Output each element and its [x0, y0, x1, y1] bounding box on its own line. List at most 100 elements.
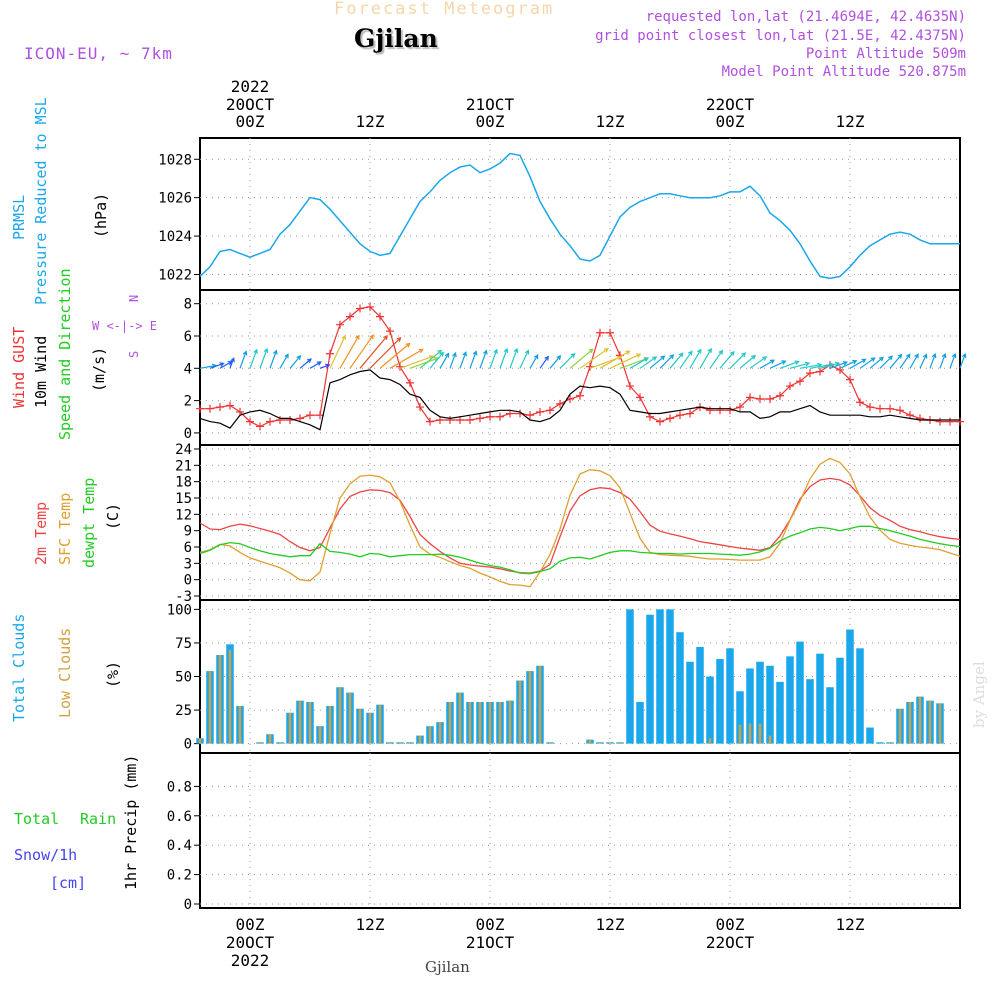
gust-point: [676, 411, 684, 420]
wind-arrowhead: [396, 336, 402, 342]
gust-point: [786, 382, 794, 391]
ytick-label-pressure: 1026: [158, 191, 192, 207]
low-cloud-bar: [308, 702, 312, 744]
wind-arrow: [739, 355, 756, 369]
gust-point: [496, 412, 504, 421]
wind-arrowhead: [273, 349, 278, 355]
low-cloud-bar: [228, 649, 232, 744]
top-date-label: 21OCT: [466, 95, 515, 114]
panel-frame-wind: [199, 289, 961, 446]
wind-arrowhead: [805, 361, 811, 367]
ytick-label-clouds: 25: [175, 703, 192, 719]
low-cloud-bar: [888, 742, 892, 744]
low-cloud-bar: [468, 702, 472, 744]
wind-arrowhead: [444, 352, 450, 358]
wind-arrow: [629, 357, 649, 369]
gust-point: [216, 403, 224, 412]
gust-point: [666, 414, 674, 423]
wind-arrowhead: [483, 349, 488, 355]
gust-point: [776, 391, 784, 400]
gust-point: [956, 417, 964, 426]
gust-point: [766, 395, 774, 403]
wind-arrow: [899, 354, 911, 369]
low-cloud-bar: [748, 723, 752, 744]
ytick-label-clouds: 75: [175, 636, 192, 652]
location-title: Gjilan: [354, 24, 438, 53]
ytick-label-temperature: 15: [175, 491, 192, 507]
low-cloud-bar: [598, 742, 602, 744]
wind-arrowhead: [341, 334, 347, 340]
wind-arrowhead: [870, 357, 876, 362]
total-cloud-bar: [636, 702, 644, 744]
wind-arrow: [829, 361, 848, 369]
gust-point: [856, 398, 864, 407]
ytick-label-clouds: 100: [167, 602, 192, 618]
low-cloud-bar: [338, 687, 342, 744]
cloud-unit: (%): [104, 661, 122, 688]
top-hour-label: 12Z: [836, 112, 865, 131]
bottom-date-label: 20OCT: [226, 933, 275, 952]
wind-arrow: [639, 356, 657, 369]
precip-label-rain: Rain: [80, 810, 116, 828]
model-altitude: Model Point Altitude 520.875m: [721, 64, 966, 80]
temp-unit: (C): [104, 503, 122, 530]
wind-arrow: [199, 364, 216, 369]
wind-arrowhead: [905, 353, 911, 359]
wind-arrow: [349, 334, 374, 369]
wind-arrow: [579, 348, 609, 369]
wind-arrowhead: [524, 349, 530, 355]
wind-arrow: [549, 355, 561, 369]
gust-point: [446, 416, 454, 424]
total-cloud-bar: [656, 609, 664, 744]
wind-arrowhead: [437, 349, 443, 355]
total-cloud-bar: [786, 656, 794, 744]
wind-arrowhead: [888, 355, 893, 361]
wind-arrow: [359, 335, 388, 369]
gust-point: [756, 395, 764, 403]
low-cloud-bar: [208, 671, 212, 744]
gust-point: [636, 393, 644, 402]
gust-point: [796, 377, 804, 386]
wind-arrowhead: [762, 356, 768, 361]
bottom-date-label: 22OCT: [706, 933, 755, 952]
total-cloud-bar: [806, 679, 814, 744]
wind-arrowhead: [961, 352, 967, 359]
gust-point: [396, 362, 404, 371]
wind-arrowhead: [493, 348, 498, 354]
wind-arrow: [299, 358, 312, 369]
precip-label-cm: [cm]: [50, 874, 86, 892]
top-date-label: 20OCT: [226, 95, 275, 114]
bottom-hour-label: 00Z: [236, 915, 265, 934]
gust-point: [726, 406, 734, 415]
wind-arrowhead: [418, 348, 424, 354]
ytick-label-temperature: 12: [175, 507, 192, 523]
total-cloud-bar: [716, 659, 724, 744]
wind-arrowhead: [383, 335, 388, 341]
wind-arrowhead: [687, 350, 693, 356]
gust-point: [816, 367, 824, 376]
low-cloud-bar: [488, 702, 492, 744]
wind-arrow: [929, 353, 936, 369]
low-cloud-bar: [918, 696, 922, 744]
wind-label-speed-dir: Speed and Direction: [56, 268, 74, 440]
wind-arrow: [229, 358, 235, 369]
wind-arrowhead: [452, 352, 457, 358]
wind-line: [199, 369, 960, 431]
bottom-date-label: 21OCT: [466, 933, 515, 952]
wind-arrowhead: [472, 350, 478, 356]
wind-arrow: [309, 361, 322, 369]
wind-arrowhead: [781, 360, 787, 365]
wind-arrow: [669, 352, 684, 369]
wind-arrowhead: [253, 348, 258, 354]
ytick-label-wind: 8: [184, 297, 192, 313]
wind-arrowhead: [617, 355, 623, 361]
gust-point: [336, 320, 344, 329]
low-cloud-bar: [258, 742, 262, 744]
wind-arrow: [609, 353, 641, 369]
gust-point: [266, 417, 274, 426]
gust-point: [246, 417, 254, 426]
total-cloud-bar: [756, 661, 764, 744]
wind-arrow: [319, 364, 330, 369]
low-cloud-bar: [368, 712, 372, 744]
ytick-label-precip: 0.8: [167, 779, 192, 795]
